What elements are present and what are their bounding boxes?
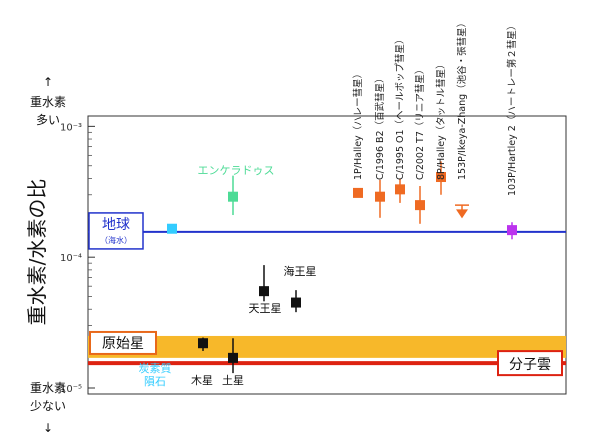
marker-group-0 <box>167 223 177 234</box>
comet-label-3: C/2002 T7（リニア彗星） <box>414 65 426 180</box>
comet-marker-6 <box>507 225 517 236</box>
group-label-0: 隕石 <box>144 375 166 388</box>
comet-label-6: 103P/Hartley 2（ハートレー第２彗星） <box>506 21 518 196</box>
group-label-4: 天王星 <box>249 302 282 315</box>
marker-group-4 <box>259 286 269 297</box>
comet-marker-2 <box>395 184 405 195</box>
cloud-label-box <box>497 350 563 377</box>
group-label-2: 木星 <box>191 374 213 387</box>
bottom-annotation: 重水素 少ない ↓ <box>30 381 66 435</box>
group-label-0: 炭素質 <box>139 361 172 375</box>
y-tick-label-0: 10⁻³ <box>60 122 82 133</box>
group-label-3: 土星 <box>222 374 244 387</box>
plot-frame <box>87 115 567 395</box>
comet-label-2: C/1995 O1（ヘールボップ彗星） <box>394 34 406 180</box>
marker-group-5 <box>291 297 301 308</box>
group-label-5: 海王星 <box>284 264 317 278</box>
top-annotation: ↑ 重水素 多い <box>30 75 66 127</box>
comet-marker-3 <box>415 200 425 211</box>
comet-marker-1 <box>375 191 385 202</box>
y-axis-label: 重水素/水素の比 <box>25 179 49 326</box>
bottom-annotation-arrow: ↓ <box>43 421 53 435</box>
comet-label-0: 1P/Halley（ハレー彗星） <box>352 69 364 180</box>
marker-group-3 <box>228 352 238 363</box>
comet-label-1: C/1996 B2（百武彗星） <box>374 73 386 180</box>
bottom-annotation-line2: 少ない <box>30 399 66 413</box>
marker-group-2 <box>198 338 208 349</box>
comet-label-5: 153P/Ikeya-Zhang（池谷・張彗星） <box>456 18 468 180</box>
y-tick-label-1: 10⁻⁴ <box>60 253 82 264</box>
group-label-1: エンケラドゥス <box>198 164 275 177</box>
band-label-0: 原始星 <box>89 330 157 355</box>
bottom-annotation-line1: 重水素 <box>30 381 66 395</box>
band-label-text: 原始星 <box>102 336 144 352</box>
earth-label-box <box>88 212 144 250</box>
comet-upper-arrow-5 <box>456 209 468 219</box>
top-annotation-arrow: ↑ <box>43 75 53 89</box>
top-annotation-line1: 重水素 <box>30 95 66 109</box>
earth-label-name: 地球 <box>102 217 130 233</box>
band-0 <box>88 335 566 358</box>
comet-label-4: 8P/Halley（タットル彗星） <box>435 59 447 180</box>
top-annotation-line2: 多い <box>36 113 60 127</box>
marker-group-1 <box>228 191 238 202</box>
y-tick-label-2: 10⁻⁵ <box>60 384 82 395</box>
band-label-box <box>89 330 157 355</box>
cloud-label-name: 分子雲 <box>509 357 551 373</box>
comet-marker-0 <box>353 187 363 198</box>
earth-label-note: （海水） <box>100 235 132 245</box>
comet-marker-4 <box>436 172 446 183</box>
